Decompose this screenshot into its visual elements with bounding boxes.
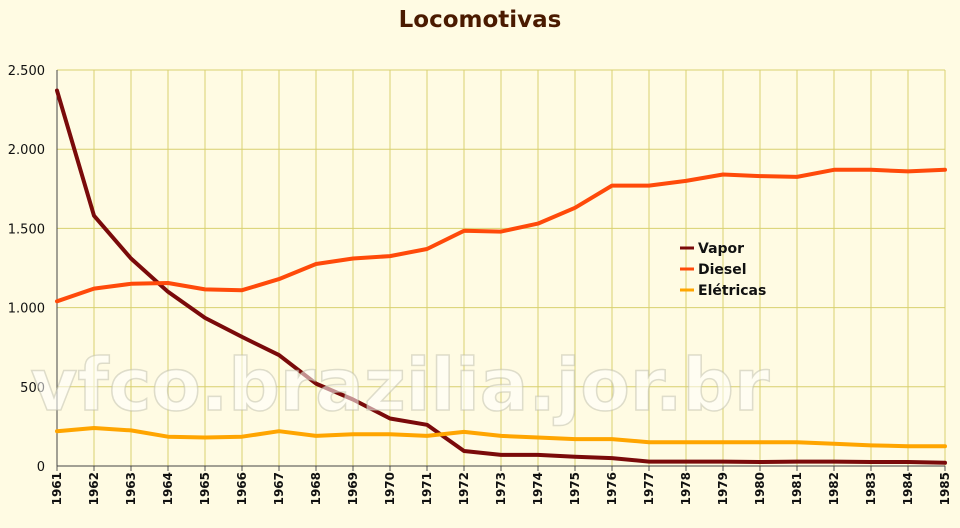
legend-label: Vapor — [698, 241, 744, 257]
plot-area: 0 500 1.000 1.500 2.000 2.500 1961 1962 1963 1964… — [8, 64, 952, 505]
series-line-eletricas — [55, 426, 947, 449]
x-tick-label: 1969 — [346, 472, 360, 505]
y-tick-label: 500 — [20, 381, 45, 396]
x-tick-label: 1980 — [753, 472, 767, 505]
y-tick-label: 2.500 — [8, 64, 45, 79]
x-tick-label: 1976 — [605, 472, 619, 505]
y-tick-label: 1.500 — [8, 222, 45, 237]
x-tick-label: 1970 — [383, 472, 397, 505]
x-tick-label: 1977 — [642, 472, 656, 505]
x-tick-label: 1965 — [198, 472, 212, 505]
x-tick-label: 1979 — [716, 472, 730, 505]
x-tick-label: 1963 — [124, 472, 138, 505]
x-tick-label: 1974 — [531, 472, 545, 505]
x-tick-label: 1971 — [420, 472, 434, 505]
x-tick-label: 1962 — [87, 472, 101, 505]
watermark: vfco.brazilia.jor.br — [30, 343, 770, 427]
x-tick-label: 1985 — [938, 472, 952, 505]
x-tick-label: 1968 — [309, 472, 323, 505]
series-line-diesel — [55, 167, 947, 304]
x-tick-label: 1972 — [457, 472, 471, 505]
x-tick-label: 1978 — [679, 472, 693, 505]
x-tick-label: 1973 — [494, 472, 508, 505]
x-tick-label: 1964 — [161, 472, 175, 505]
x-tick-label: 1983 — [864, 472, 878, 505]
y-tick-label: 0 — [37, 460, 45, 475]
legend-label: Elétricas — [698, 283, 766, 299]
y-tick-label: 2.000 — [8, 143, 45, 158]
x-tick-label: 1967 — [272, 472, 286, 505]
x-tick-label: 1982 — [827, 472, 841, 505]
x-tick-label: 1981 — [790, 472, 804, 505]
x-tick-label: 1984 — [901, 472, 915, 505]
x-tick-label: 1975 — [568, 472, 582, 505]
chart-title: Locomotivas — [399, 7, 562, 33]
legend-label: Diesel — [698, 262, 747, 278]
y-tick-label: 1.000 — [8, 302, 45, 317]
series-line-vapor — [55, 88, 947, 465]
x-tick-label: 1966 — [235, 472, 249, 505]
x-tick-label: 1961 — [50, 472, 64, 505]
